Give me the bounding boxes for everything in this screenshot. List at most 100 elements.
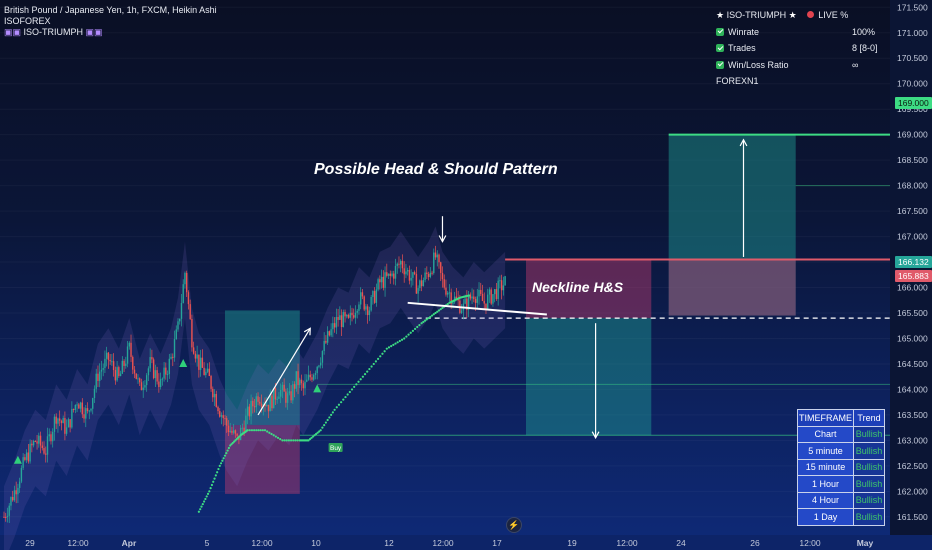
candle-body bbox=[137, 378, 139, 380]
trailing-stop-dot bbox=[261, 429, 264, 432]
candle-body bbox=[119, 373, 122, 377]
trailing-stop-dot bbox=[199, 508, 202, 511]
indicator-name: ISOFOREX bbox=[4, 16, 51, 26]
profit-zone bbox=[668, 134, 796, 316]
candle-body bbox=[332, 323, 334, 330]
candle-body bbox=[243, 427, 245, 433]
candle-body bbox=[307, 374, 310, 380]
trailing-stop-dot bbox=[392, 343, 395, 346]
candle-body bbox=[175, 329, 177, 340]
trailing-stop-dot bbox=[272, 434, 275, 437]
candle-body bbox=[34, 441, 37, 443]
candle-body bbox=[436, 254, 438, 258]
candle-body bbox=[474, 299, 477, 303]
candle-body bbox=[394, 265, 397, 279]
candle-body bbox=[239, 427, 242, 440]
candle-body bbox=[353, 315, 355, 318]
candle-body bbox=[151, 357, 153, 360]
trailing-stop-dot bbox=[311, 435, 315, 438]
trailing-stop-dot bbox=[328, 416, 331, 419]
candle-body bbox=[379, 279, 381, 283]
candle-body bbox=[328, 331, 331, 336]
trailing-stop-dot bbox=[323, 423, 326, 427]
candle-body bbox=[139, 378, 141, 383]
trailing-stop-dot bbox=[407, 333, 410, 336]
trailing-stop-dot bbox=[257, 429, 260, 432]
candle-body bbox=[25, 452, 28, 460]
candle-body bbox=[492, 294, 494, 304]
candle-body bbox=[142, 387, 144, 391]
candle-body bbox=[24, 457, 26, 460]
candle-body bbox=[377, 279, 379, 290]
candle-body bbox=[210, 375, 212, 389]
candle-body bbox=[269, 395, 271, 412]
loss-zone bbox=[668, 259, 796, 316]
loss-zone bbox=[526, 259, 652, 319]
candle-body bbox=[161, 378, 164, 380]
trailing-stop-dot bbox=[209, 487, 212, 490]
candle-body bbox=[123, 360, 125, 366]
candle-body bbox=[128, 342, 130, 347]
trailing-stop-dot bbox=[353, 385, 356, 388]
candle-body bbox=[448, 292, 451, 294]
candle-body bbox=[133, 369, 136, 374]
candle-body bbox=[285, 391, 287, 403]
candle-body bbox=[222, 415, 224, 419]
stats-row-winrate: Winrate 100% bbox=[716, 24, 875, 41]
candle-body bbox=[339, 315, 341, 320]
candle-body bbox=[344, 312, 346, 317]
y-tick-label: 164.500 bbox=[897, 359, 928, 369]
y-tick-label: 167.000 bbox=[897, 232, 928, 242]
trailing-stop-dot bbox=[335, 406, 338, 409]
candle-body bbox=[360, 292, 362, 305]
candle-body bbox=[109, 359, 111, 362]
trailing-stop-dot bbox=[263, 429, 267, 432]
candle-body bbox=[50, 434, 52, 442]
trailing-stop-dot bbox=[368, 367, 371, 371]
trailing-stop-dot bbox=[268, 431, 271, 434]
trailing-stop-dot bbox=[423, 319, 427, 322]
candle-body bbox=[365, 306, 367, 310]
candle-body bbox=[316, 366, 318, 374]
candle-body bbox=[271, 395, 273, 409]
x-tick-label: 12 bbox=[384, 538, 394, 548]
candle-body bbox=[71, 409, 73, 428]
trailing-stop-dot bbox=[370, 365, 373, 368]
buy-label: Buy bbox=[330, 445, 342, 452]
neckline-annotation: Neckline H&S bbox=[532, 279, 624, 295]
trailing-stop-dot bbox=[281, 439, 284, 442]
trailing-stop-dot bbox=[361, 375, 364, 378]
trailing-stop-dot bbox=[285, 439, 288, 442]
candle-body bbox=[346, 314, 348, 317]
candle-body bbox=[159, 379, 162, 388]
candle-body bbox=[32, 441, 35, 446]
y-tick-label: 169.500 bbox=[897, 104, 928, 114]
lightning-icon[interactable]: ⚡ bbox=[506, 517, 522, 533]
candle-body bbox=[203, 367, 205, 375]
candle-body bbox=[408, 270, 411, 281]
candle-body bbox=[300, 379, 303, 384]
candle-body bbox=[182, 284, 184, 303]
candle-body bbox=[267, 404, 270, 412]
candle-body bbox=[118, 367, 120, 377]
trailing-stop-dot bbox=[413, 327, 417, 331]
trailing-stop-dot bbox=[294, 439, 297, 442]
candle-body bbox=[356, 310, 358, 313]
candle-body bbox=[469, 294, 472, 299]
candle-body bbox=[375, 289, 378, 303]
y-tick-label: 166.000 bbox=[897, 283, 928, 293]
candle-body bbox=[281, 384, 284, 390]
candle-body bbox=[55, 416, 57, 424]
candle-body bbox=[427, 274, 430, 277]
y-tick-label: 167.500 bbox=[897, 206, 928, 216]
chart-title: British Pound / Japanese Yen, 1h, FXCM, … bbox=[4, 5, 217, 15]
trailing-stop-dot bbox=[225, 452, 228, 455]
trailing-stop-dot bbox=[292, 439, 295, 442]
trailing-stop-dot bbox=[383, 350, 386, 353]
trailing-stop-dot bbox=[296, 439, 299, 442]
candle-body bbox=[368, 310, 371, 316]
candle-body bbox=[455, 296, 458, 299]
candle-body bbox=[231, 430, 233, 433]
candle-body bbox=[93, 388, 96, 399]
